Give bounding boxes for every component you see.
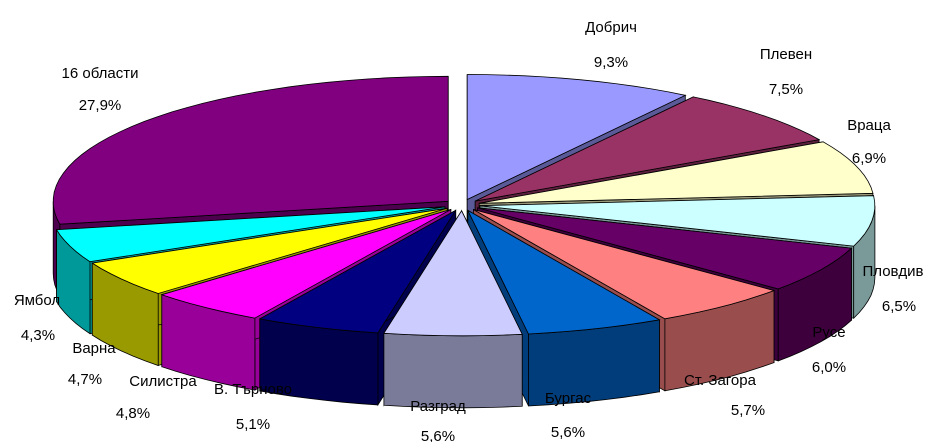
slice-name-label: Враца (847, 117, 891, 134)
slice-name-label: Добрич (585, 19, 637, 36)
slice-name-label: Бургас (545, 390, 592, 407)
slice-name-label: В. Търново (214, 381, 292, 398)
slice-value-label: 9,3% (594, 54, 628, 71)
pie-labels: Добрич 9,3% Плевен 7,5% Враца 6,9% Пловдив 6,5%… (14, 19, 924, 442)
pie-slice (383, 209, 523, 409)
slice-value-label: 4,8% (116, 405, 150, 422)
slice-value-label: 5,1% (236, 416, 270, 433)
slice-value-label: 4,3% (21, 327, 55, 344)
slice-value-label: 5,7% (731, 402, 765, 419)
slice-value-label: 6,5% (882, 298, 916, 315)
slice-value-label: 5,6% (421, 428, 455, 442)
slice-value-label: 6,9% (852, 150, 886, 167)
slice-value-label: 5,6% (551, 424, 585, 441)
slice-name-label: Ямбол (14, 292, 60, 309)
pie-slices (52, 74, 876, 409)
slice-name-label: Силистра (129, 373, 197, 390)
slice-name-label: Пловдив (863, 263, 924, 280)
slice-name-label: Разград (410, 398, 466, 415)
slice-name-label: Варна (72, 340, 116, 357)
slice-name-label: 16 области (62, 65, 139, 82)
slice-value-label: 7,5% (769, 81, 803, 98)
slice-value-label: 6,0% (812, 359, 846, 376)
slice-value-label: 4,7% (68, 371, 102, 388)
slice-value-label: 27,9% (79, 97, 122, 114)
slice-name-label: Плевен (760, 46, 812, 63)
slice-name-label: Ст. Загора (684, 372, 757, 389)
slice-name-label: Русе (812, 324, 845, 341)
